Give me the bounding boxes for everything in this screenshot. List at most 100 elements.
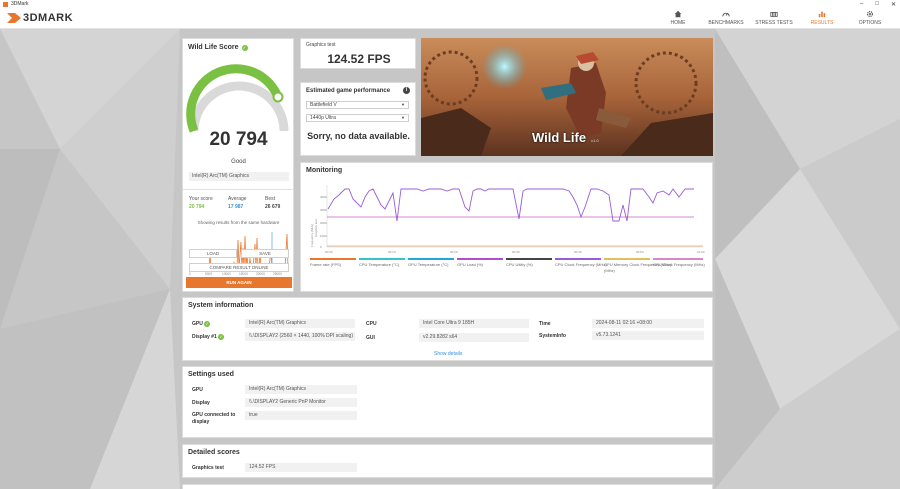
y-tick: 1000 <box>320 234 327 238</box>
score-rating: Good <box>231 159 246 165</box>
divider <box>183 189 294 190</box>
nav-benchmarks[interactable]: BENCHMARKS <box>706 10 746 26</box>
next-panel <box>182 484 713 489</box>
run-again-button[interactable]: RUN AGAIN <box>186 277 292 288</box>
nav-results-label: RESULTS <box>810 20 834 26</box>
sys-time-value: 2024-08-11 02:16 +08:00 <box>592 319 704 328</box>
close-icon[interactable]: ✕ <box>890 1 896 8</box>
x-tick: 00:10 <box>388 250 396 254</box>
window-title: 3DMark <box>11 1 29 7</box>
y-tick: 0 <box>320 245 322 249</box>
minimize-icon[interactable]: – <box>860 1 864 7</box>
gauge-icon <box>722 12 730 17</box>
legend-label[interactable]: GPU Clock Frequency (MHz) <box>653 262 705 267</box>
legend-label[interactable]: CPU Utility (%) <box>506 262 533 267</box>
legend-swatch <box>604 258 650 260</box>
legend-extra: (MHz) <box>604 268 615 273</box>
sys-cpu-value: Intel Core Ultra 9 185H <box>419 319 529 328</box>
game-select[interactable]: Battlefield V ▼ <box>306 101 409 109</box>
hero-title: Wild Life <box>532 130 587 145</box>
nav-home-label: HOME <box>670 20 686 26</box>
hist-tick: 0 <box>189 272 191 276</box>
x-tick: 01:00 <box>697 250 705 254</box>
show-details-link[interactable]: Show details <box>434 351 463 357</box>
score-title-text: Wild Life Score <box>188 44 239 51</box>
x-tick: 00:50 <box>636 250 644 254</box>
legend-swatch <box>310 258 356 260</box>
nav-stress-tests-label: STRESS TESTS <box>755 20 793 26</box>
check-icon: ✓ <box>241 44 248 51</box>
sys-sysinfo-value: v5.73.1241 <box>592 331 704 340</box>
legend-label[interactable]: GPU Temperature (°C) <box>408 262 449 267</box>
nav-options-label: OPTIONS <box>858 20 882 26</box>
set-connected-label: GPU connected to display <box>192 412 236 425</box>
compare-online-button[interactable]: COMPARE RESULT ONLINE <box>189 263 289 272</box>
x-tick: 00:00 <box>325 250 333 254</box>
y-tick: 4000 <box>320 195 327 199</box>
wild-life-hero-image <box>421 38 713 156</box>
legend-label[interactable]: GPU Load (%) <box>457 262 484 267</box>
info-icon[interactable]: i <box>403 87 410 94</box>
app-icon <box>3 1 8 7</box>
y-tick: 2000 <box>320 221 327 225</box>
legend-label[interactable]: Frame rate (FPS) <box>310 262 342 267</box>
hist-tick: 5000 <box>205 272 212 276</box>
sys-gui-value: v2.29.8282 s64 <box>419 333 529 342</box>
sys-sysinfo-label: SystemInfo <box>539 333 566 339</box>
nav-stress-tests[interactable]: STRESS TESTS <box>754 10 794 26</box>
det-graphics-label: Graphics test <box>192 465 224 471</box>
average-value: 17 987 <box>228 204 244 210</box>
load-button[interactable]: LOAD <box>189 249 237 258</box>
sys-gpu-value: Intel(R) Arc(TM) Graphics <box>245 319 355 328</box>
legend-swatch <box>653 258 703 260</box>
save-button[interactable]: SAVE <box>241 249 289 258</box>
nav-options[interactable]: OPTIONS <box>850 10 890 26</box>
check-icon: ✓ <box>204 321 211 327</box>
detailed-scores-panel: Detailed scores Graphics test 124.52 FPS <box>182 444 713 478</box>
x-tick: 00:40 <box>574 250 582 254</box>
legend-swatch <box>506 258 552 260</box>
monitoring-title: Monitoring <box>306 167 343 174</box>
score-gauge <box>186 64 289 133</box>
y-axis-sublabel: Graphics test <box>314 219 318 237</box>
your-score-label: Your score <box>189 196 213 202</box>
bar-chart-icon <box>818 11 826 18</box>
maximize-icon[interactable]: □ <box>875 1 879 7</box>
legend-swatch <box>457 258 503 260</box>
app-logo[interactable]: 3DMARK <box>7 11 73 25</box>
resolution-select[interactable]: 1440p Ultra ▼ <box>306 114 409 122</box>
set-display-value: \\.\DISPLAY2 Generic PnP Monitor <box>245 398 357 407</box>
graphics-test-label: Graphics test <box>306 42 336 48</box>
hero-version: v1.0 <box>591 138 599 143</box>
legend-swatch <box>555 258 601 260</box>
sys-display-value: \\.\DISPLAY2 (2560 × 1440, 100% DPI scal… <box>245 332 355 341</box>
best-value: 26 679 <box>265 204 281 210</box>
nav-results[interactable]: RESULTS <box>802 10 842 26</box>
average-stat: Average 17 987 <box>228 196 247 210</box>
det-graphics-value: 124.52 FPS <box>245 463 357 472</box>
legend-swatch <box>359 258 405 260</box>
sys-gui-label: GUI <box>366 335 375 341</box>
nav-home[interactable]: HOME <box>658 10 698 26</box>
y-axis-label: Frequency (MHz) <box>310 224 314 247</box>
resolution-select-value: 1440p Ultra <box>310 115 336 121</box>
legend-label[interactable]: CPU Temperature (°C) <box>359 262 400 267</box>
set-connected-value: true <box>245 411 357 420</box>
sys-time-label: Time <box>539 321 551 327</box>
settings-title: Settings used <box>188 371 234 378</box>
settings-used-panel: Settings used GPU Intel(R) Arc(TM) Graph… <box>182 366 713 438</box>
legend-label[interactable]: CPU Clock Frequency (MHz) <box>555 262 607 267</box>
score-panel: Wild Life Score ✓ 20 794 Good Intel(R) A… <box>182 38 294 292</box>
check-icon: ✓ <box>218 334 225 340</box>
best-stat: Best 26 679 <box>265 196 280 210</box>
estimated-performance-panel: Estimated game performance i Battlefield… <box>300 82 416 156</box>
score-gpu: Intel(R) Arc(TM) Graphics <box>189 172 289 181</box>
legend-label[interactable]: GPU Memory Clock Frequency (MHz) <box>604 262 672 267</box>
window-titlebar: 3DMark – □ ✕ <box>0 0 900 8</box>
hist-tick: 15000 <box>239 272 248 276</box>
best-label: Best <box>265 196 276 202</box>
hist-tick: 10000 <box>222 272 231 276</box>
monitoring-panel: Monitoring 4000 3000 2000 1000 0 Frequen… <box>300 162 713 292</box>
logo-text: 3DMARK <box>23 12 74 24</box>
your-score-value: 20 794 <box>189 204 205 210</box>
